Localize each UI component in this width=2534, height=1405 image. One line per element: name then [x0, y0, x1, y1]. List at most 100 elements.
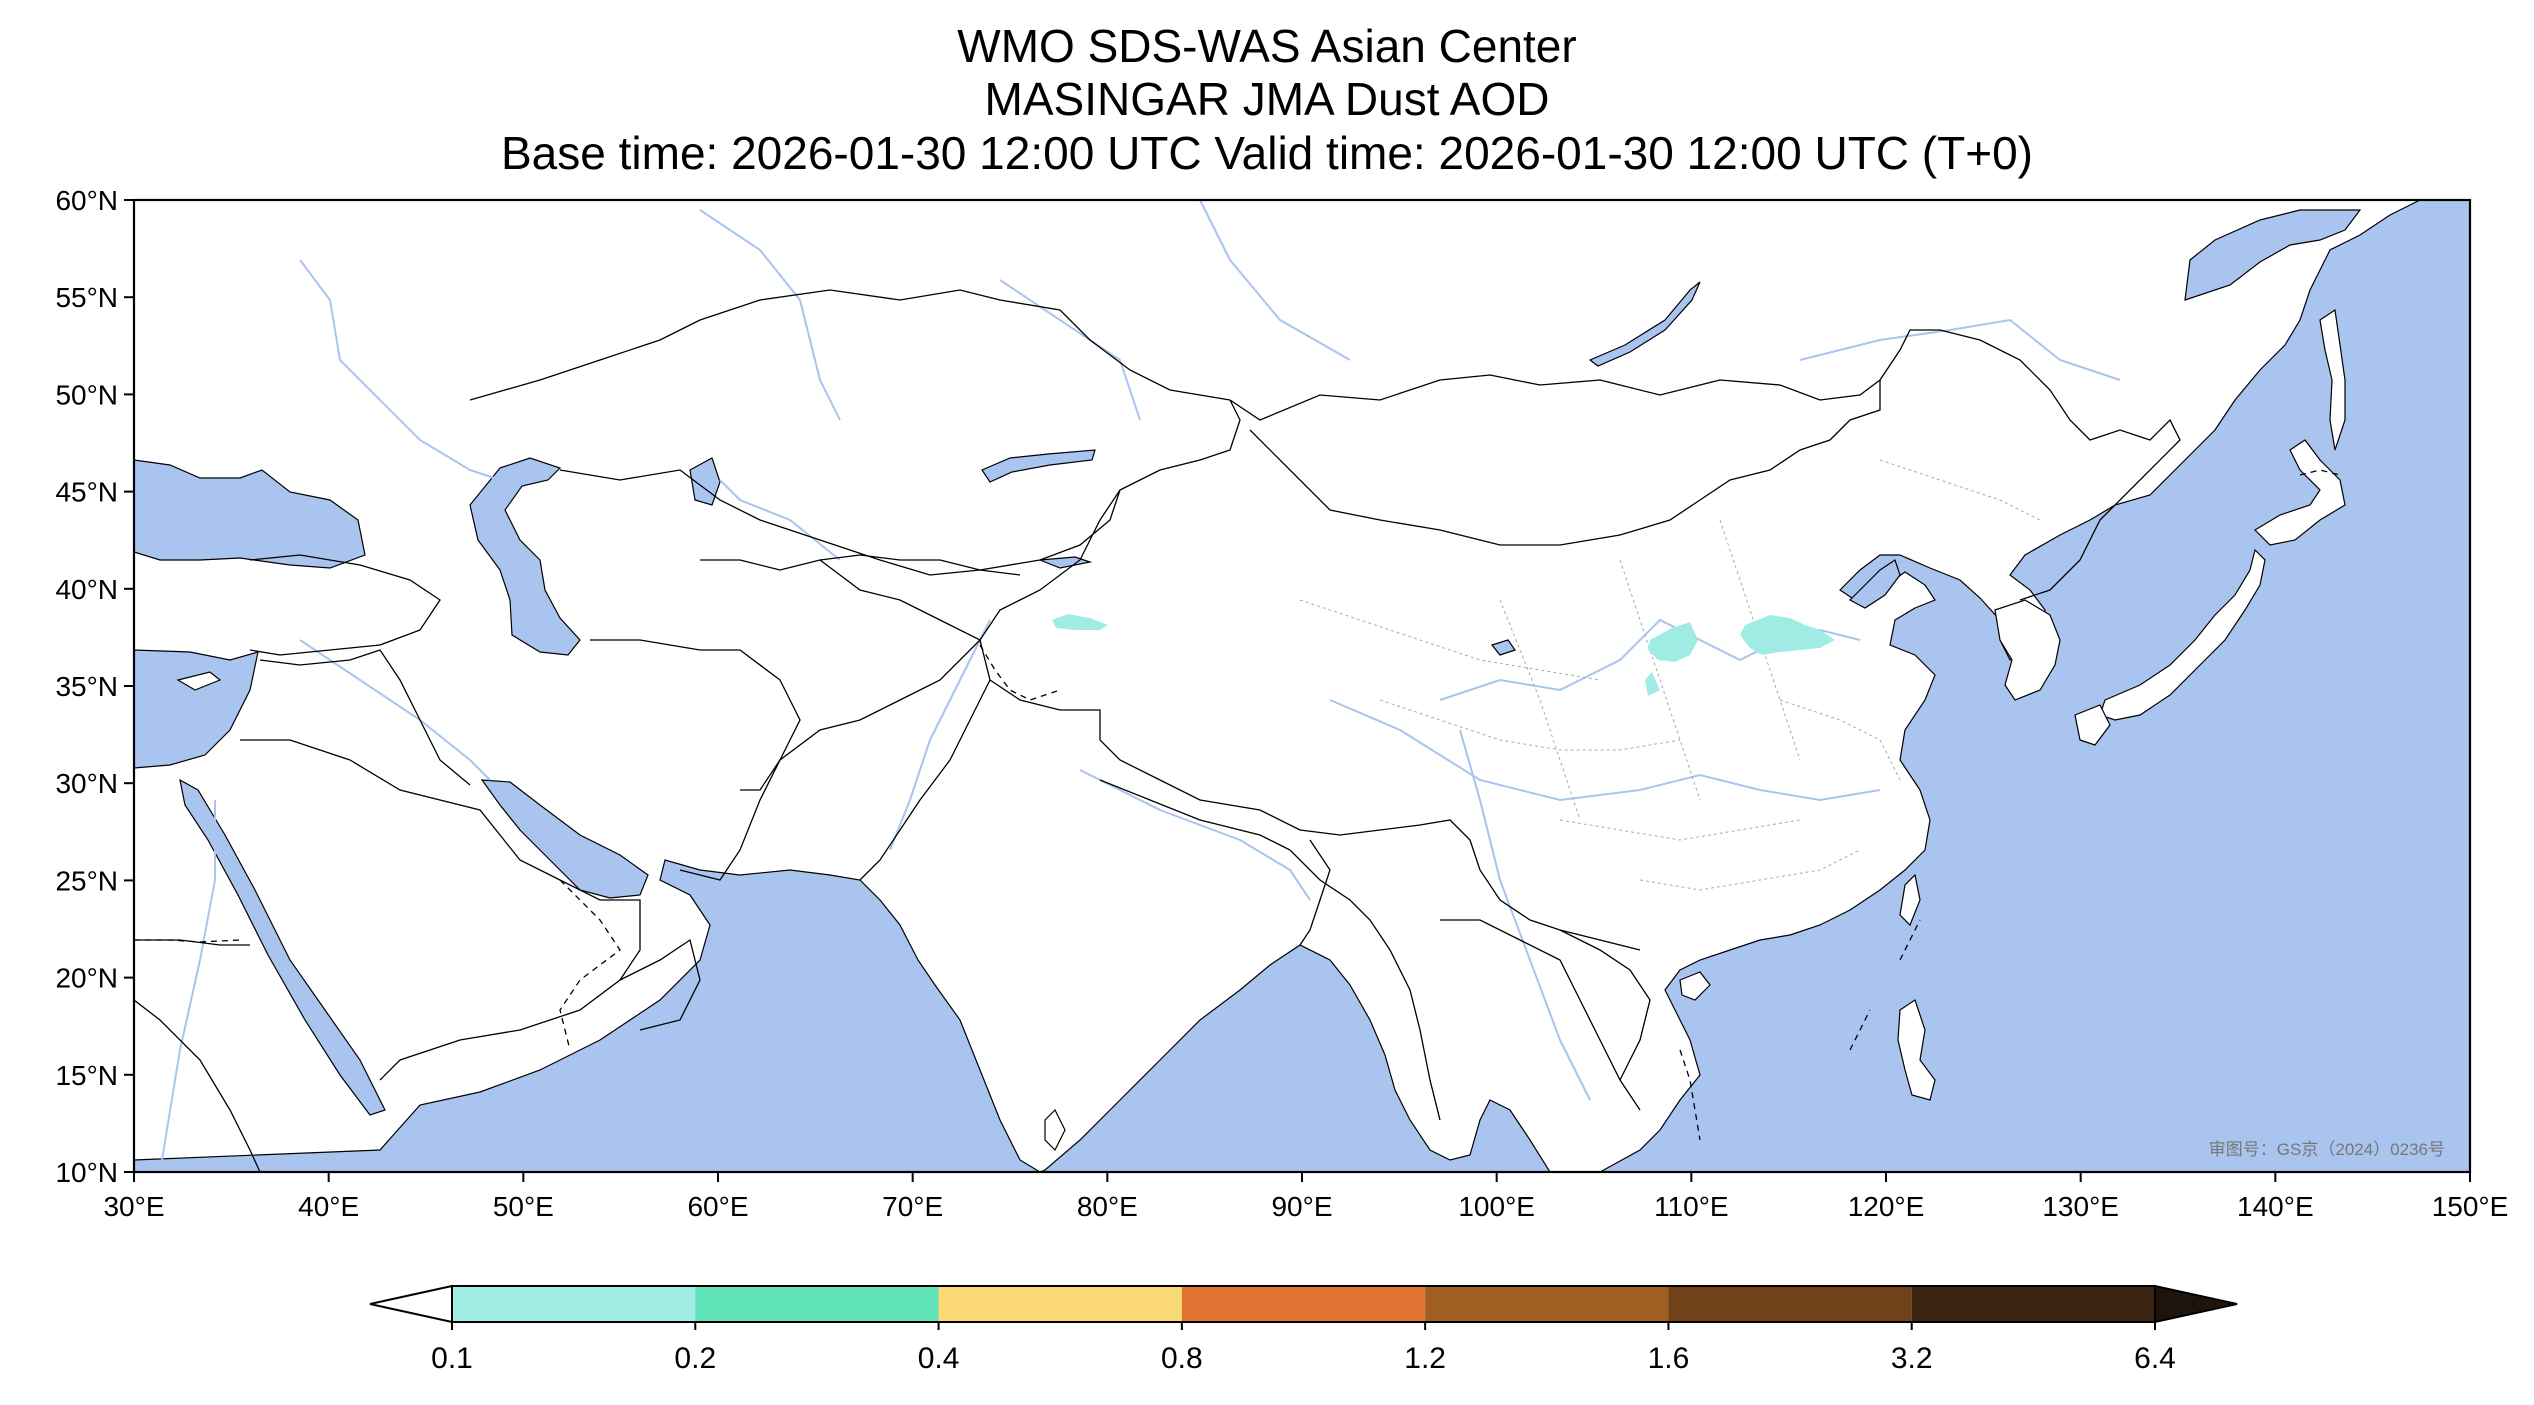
x-tick-label: 100°E: [1458, 1191, 1535, 1222]
y-tick-label: 25°N: [55, 865, 118, 896]
colorbar-label: 0.1: [431, 1342, 473, 1375]
x-tick-label: 80°E: [1077, 1191, 1138, 1222]
y-tick-label: 60°N: [55, 185, 118, 216]
border-yemen-oman: [619, 938, 701, 1031]
approval-stamp: 审图号：GS京（2024）0236号: [2209, 1140, 2445, 1159]
x-tick-label: 150°E: [2432, 1191, 2509, 1222]
colorbar-label: 0.4: [918, 1342, 960, 1375]
dashed-line-ne: [2299, 469, 2341, 476]
border-india-pakistan: [859, 679, 991, 881]
colorbar-label: 6.4: [2134, 1342, 2176, 1375]
border-thailand-laos: [1440, 919, 1641, 1111]
lake-balkhash: [981, 449, 1096, 483]
title-line-3: Base time: 2026-01-30 12:00 UTC Valid ti…: [501, 127, 2033, 179]
sakhalin: [2319, 308, 2346, 451]
colorbar-segment: [1911, 1286, 2155, 1322]
y-tick-label: 55°N: [55, 282, 118, 313]
y-tick-label: 35°N: [55, 671, 118, 702]
border-layer: [134, 289, 2181, 1172]
border-vietnam: [1559, 929, 1651, 1081]
river-amu-darya: [719, 479, 841, 561]
x-tick-label: 60°E: [687, 1191, 748, 1222]
y-tick-label: 40°N: [55, 574, 118, 605]
colorbar-label: 1.6: [1648, 1342, 1690, 1375]
colorbar-over-extension: [2154, 1284, 2238, 1324]
x-tick-label: 30°E: [103, 1191, 164, 1222]
colorbar-segment: [452, 1286, 696, 1322]
border-china-west: [979, 489, 1641, 951]
colorbar-under-extension: [369, 1284, 453, 1324]
lake-baikal: [1588, 281, 1701, 367]
river-indus: [889, 619, 991, 851]
persian-gulf: [480, 779, 649, 899]
river-mekong: [1459, 729, 1591, 1101]
title-line-2: MASINGAR JMA Dust AOD: [984, 73, 1550, 125]
red-sea: [179, 778, 386, 1116]
indian-ocean: [134, 859, 1551, 1172]
x-tick-label: 110°E: [1654, 1191, 1729, 1222]
dust-patch-north-china: [1740, 615, 1835, 655]
lake-issykkul: [1039, 556, 1093, 569]
dashed-line-scs-1: [1679, 1049, 1701, 1141]
river-layer: [159, 200, 2121, 1172]
sea-of-okhotsk: [2184, 209, 2362, 301]
japan-kyushu: [2074, 704, 2111, 746]
map-canvas: 审图号：GS京（2024）0236号: [134, 200, 2470, 1172]
bohai-sea: [1849, 559, 1901, 609]
x-tick-label: 140°E: [2237, 1191, 2314, 1222]
hainan: [1679, 971, 1711, 1001]
colorbar-label: 0.8: [1161, 1342, 1203, 1375]
island-layer: [176, 308, 2346, 1152]
japan-honshu: [2099, 548, 2266, 721]
colorbar: 0.1 0.2 0.4 0.8 1.2 1.6 3.2 6.4: [369, 1284, 2238, 1375]
river-amur: [1799, 318, 2121, 381]
dust-patch-ordos: [1648, 622, 1698, 662]
border-kazakhstan-south: [559, 399, 1241, 576]
river-yenisei: [1199, 200, 1351, 361]
border-saudi: [240, 739, 641, 1081]
border-africa-inner: [134, 999, 261, 1172]
taiwan: [1899, 873, 1921, 927]
river-nile: [159, 800, 216, 1172]
disputed-border-layer: [134, 469, 2341, 1141]
black-sea: [134, 459, 366, 569]
mediterranean-sea: [134, 649, 259, 769]
korea-peninsula: [1994, 599, 2061, 701]
y-tick-label: 50°N: [55, 379, 118, 410]
dust-patch-tarim: [1052, 614, 1108, 630]
x-tick-label: 120°E: [1848, 1191, 1925, 1222]
border-bangladesh: [1299, 839, 1331, 946]
caspian-sea: [469, 457, 581, 656]
border-iraq-syria: [259, 649, 471, 786]
border-afghanistan: [740, 559, 982, 791]
sri-lanka: [1044, 1108, 1066, 1152]
border-turkey: [249, 554, 441, 656]
x-tick-label: 130°E: [2042, 1191, 2119, 1222]
y-tick-label: 45°N: [55, 477, 118, 508]
y-tick-label: 10°N: [55, 1157, 118, 1188]
title-line-1: WMO SDS-WAS Asian Center: [957, 20, 1577, 72]
border-myanmar: [1289, 849, 1441, 1121]
x-axis: 30°E 40°E 50°E 60°E 70°E 80°E 90°E 100°E 110°E 12…: [103, 1172, 2508, 1222]
border-russia-mongolia: [1229, 374, 1881, 421]
lake-qinghai: [1490, 639, 1516, 656]
border-mongolia-china: [1249, 380, 1881, 546]
cyprus: [176, 671, 222, 691]
border-india-nepal: [1099, 779, 1291, 851]
dashed-border-arabia: [559, 879, 621, 1051]
colorbar-frame: [451, 1285, 2156, 1323]
y-axis: 60°N 55°N 50°N 45°N 40°N 35°N 30°N 25°N 20°N 15°N…: [55, 185, 134, 1188]
border-central-asia: [700, 554, 1021, 576]
colorbar-segment: [1425, 1286, 1669, 1322]
colorbar-label: 0.2: [674, 1342, 716, 1375]
luzon: [1897, 999, 1936, 1101]
dashed-line-scs-2: [1849, 1009, 1871, 1051]
colorbar-label: 1.2: [1404, 1342, 1446, 1375]
aral-sea: [689, 457, 721, 506]
x-tick-label: 40°E: [298, 1191, 359, 1222]
japan-hokkaido: [2254, 439, 2346, 546]
colorbar-label: 3.2: [1891, 1342, 1933, 1375]
dashed-line-scs-3: [1899, 919, 1921, 961]
border-iran: [590, 639, 801, 881]
colorbar-segment: [695, 1286, 939, 1322]
